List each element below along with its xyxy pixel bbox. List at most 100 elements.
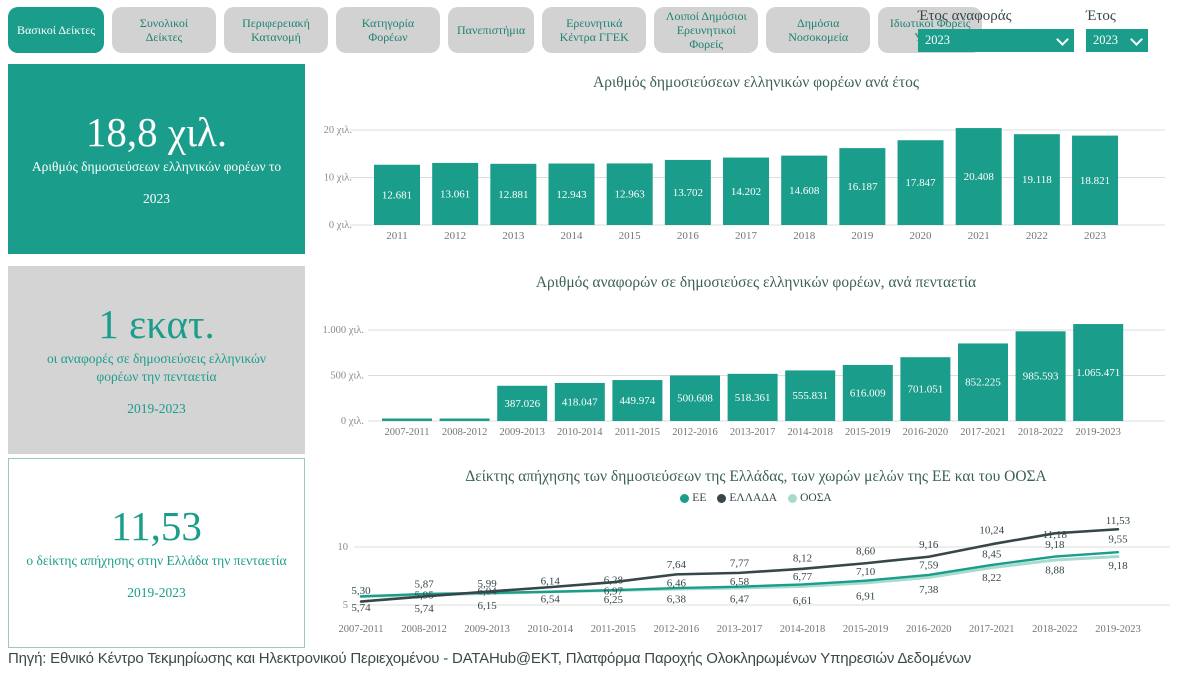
- chart-text: 20.408: [964, 171, 995, 183]
- nav-tab[interactable]: Κατηγορία Φορέων: [335, 7, 440, 53]
- bar[interactable]: [1072, 135, 1119, 225]
- chart-text: 2008-2012: [401, 624, 447, 635]
- chart-text: 5,30: [351, 585, 371, 597]
- bar[interactable]: [432, 162, 479, 225]
- kpi-value: 11,53: [111, 502, 202, 549]
- chart-text: 5,87: [414, 578, 434, 590]
- impact-line-chart: 10 5 2007-2011 2008-2012 2009-2013 2010-2014 2…: [338, 515, 1170, 635]
- bar[interactable]: [374, 164, 420, 225]
- year-dropdown[interactable]: 2023: [1086, 29, 1148, 52]
- bar[interactable]: [1073, 324, 1124, 421]
- chart-text: 12.943: [556, 189, 587, 201]
- legend-item-ΟΟΣΑ[interactable]: ΟΟΣΑ: [788, 492, 832, 504]
- year-label: Έτος: [1086, 8, 1116, 24]
- nav-tab[interactable]: Βασικοί Δείκτες: [8, 7, 104, 53]
- chart-text: 2015: [619, 230, 642, 242]
- bar[interactable]: [439, 418, 490, 422]
- chart-text: 2011-2015: [615, 427, 660, 438]
- chart-text: 518.361: [735, 392, 771, 404]
- chart-text: 555.831: [792, 390, 828, 402]
- bar[interactable]: [897, 140, 944, 225]
- chart-text: 6,14: [541, 575, 561, 587]
- chart-text: 20 χιλ.: [324, 125, 352, 136]
- nav-tab[interactable]: Λοιποί Δημόσιοι Ερευνητικοί Φορείς: [654, 7, 759, 53]
- legend-label: ΟΟΣΑ: [800, 492, 832, 504]
- chart-text: 7,77: [730, 557, 750, 569]
- legend-dot: [717, 493, 727, 503]
- chart-text: 6,04: [478, 585, 498, 597]
- chart-text: 12.681: [382, 189, 412, 201]
- chart-text: 6,15: [478, 600, 498, 612]
- bar[interactable]: [1013, 134, 1060, 225]
- chart-text: 6,28: [604, 575, 624, 587]
- bar[interactable]: [490, 163, 537, 225]
- year-filter: Έτος 2023: [1086, 8, 1148, 52]
- bar[interactable]: [382, 418, 432, 422]
- bar[interactable]: [664, 159, 711, 225]
- bar[interactable]: [785, 370, 836, 421]
- chart-text: 2013: [502, 230, 524, 242]
- chart-text: 0 χιλ.: [329, 220, 352, 231]
- kpi-card-publications: 18,8 χιλ. Αριθμός δημοσιεύσεων ελληνικών…: [8, 64, 305, 254]
- bar[interactable]: [839, 148, 886, 225]
- bar[interactable]: [958, 343, 1008, 421]
- bar[interactable]: [781, 155, 828, 225]
- chart-text: 2021: [968, 230, 990, 242]
- chevron-down-icon: [1056, 32, 1069, 46]
- chart-text: 16.187: [847, 181, 878, 193]
- bar[interactable]: [670, 375, 720, 421]
- bar[interactable]: [842, 364, 893, 421]
- chart-text: 2014-2018: [787, 427, 833, 438]
- chart-text: 2009-2013: [464, 624, 510, 635]
- chart-text: 6,25: [604, 594, 624, 606]
- year-reference-filter: Έτος αναφοράς 2023: [918, 8, 1074, 52]
- chart-text: 2012-2016: [672, 427, 718, 438]
- nav-tab[interactable]: Πανεπιστήμια: [447, 7, 535, 53]
- citations-bar-chart: 1.000 χιλ. 500 χιλ. 0 χιλ. 2007-2011 2008-20…: [323, 324, 1165, 438]
- kpi-description: οι αναφορές σε δημοσιεύσεις ελληνικών φο…: [46, 350, 267, 384]
- bar[interactable]: [900, 357, 951, 421]
- chart-text: 6,47: [730, 593, 750, 605]
- chart-text: 7,38: [919, 584, 939, 596]
- bar[interactable]: [612, 380, 663, 421]
- chart-text: 1.000 χιλ.: [323, 325, 364, 336]
- chart-text: 852.225: [965, 377, 1001, 389]
- chart-text: 418.047: [562, 396, 598, 408]
- citations-bar-chart-section: Αριθμός αναφορών σε δημοσιεύσες ελληνικώ…: [320, 262, 1192, 454]
- bar[interactable]: [554, 382, 605, 421]
- chart-text: 17.847: [905, 177, 936, 189]
- chart-text: 9,18: [1108, 560, 1128, 572]
- top-nav-tabs: Βασικοί Δείκτες Συνολικοί Δείκτες Περιφερε…: [8, 7, 983, 53]
- chart-text: 2014: [561, 230, 584, 242]
- nav-tab[interactable]: Περιφερειακή Κατανομή: [223, 7, 328, 53]
- chart-text: 7,59: [919, 559, 939, 571]
- bar[interactable]: [548, 163, 595, 225]
- nav-tab[interactable]: Δημόσια Νοσοκομεία: [766, 7, 871, 53]
- line-series-ΕΛΛΑΔΑ[interactable]: [359, 527, 1120, 603]
- legend-item-ΕΛΛΑΔΑ[interactable]: ΕΛΛΑΔΑ: [717, 492, 777, 504]
- chart-text: 12.881: [498, 189, 528, 201]
- chart-text: 8,45: [982, 548, 1002, 560]
- legend-dot: [788, 493, 798, 503]
- chart-text: 11,18: [1043, 529, 1068, 541]
- legend-label: ΕΕ: [692, 492, 707, 504]
- nav-tab[interactable]: Ερευνητικά Κέντρα ΓΓΕΚ: [542, 7, 647, 53]
- bar[interactable]: [955, 128, 1002, 225]
- bar[interactable]: [727, 373, 778, 421]
- bar[interactable]: [723, 157, 770, 225]
- chart-text: 2010-2014: [527, 624, 573, 635]
- legend-item-ΕΕ[interactable]: ΕΕ: [680, 492, 706, 504]
- bar[interactable]: [1015, 331, 1066, 421]
- chart-text: 2023: [1084, 230, 1107, 242]
- chart-text: 2019: [851, 230, 874, 242]
- year-reference-dropdown[interactable]: 2023: [918, 29, 1074, 52]
- nav-tab[interactable]: Συνολικοί Δείκτες: [111, 7, 216, 53]
- chart-text: 10: [338, 542, 349, 553]
- chart-text: 7,10: [856, 566, 876, 578]
- legend-dot: [680, 493, 690, 503]
- chart-text: 10,24: [979, 525, 1004, 537]
- bar[interactable]: [497, 385, 548, 421]
- bar[interactable]: [606, 163, 653, 225]
- chart-text: 2017-2021: [960, 427, 1006, 438]
